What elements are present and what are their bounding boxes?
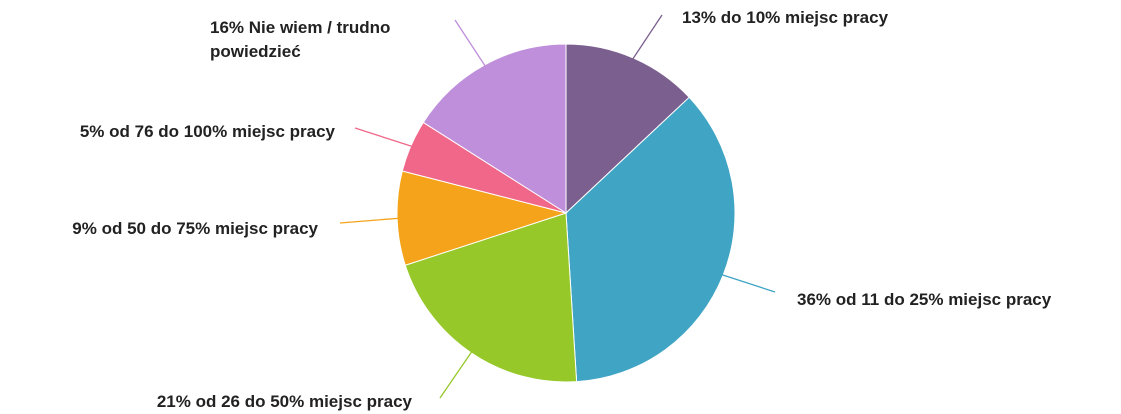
slice-label: 36% od 11 do 25% miejsc pracy bbox=[797, 288, 1051, 312]
category-label: od 26 do 50% miejsc pracy bbox=[195, 392, 412, 411]
value-label: 21% bbox=[156, 392, 191, 411]
category-label: Nie wiem / trudno powiedzieć bbox=[210, 18, 391, 61]
value-label: 36% bbox=[797, 290, 832, 309]
slice-label: 21% od 26 do 50% miejsc pracy bbox=[157, 390, 412, 414]
category-label: od 50 do 75% miejsc pracy bbox=[101, 219, 318, 238]
category-label: od 76 do 100% miejsc pracy bbox=[109, 122, 335, 141]
slice-label: 13% do 10% miejsc pracy bbox=[682, 6, 888, 30]
value-label: 13% bbox=[682, 8, 717, 27]
category-label: do 10% miejsc pracy bbox=[720, 8, 889, 27]
value-label: 16% bbox=[210, 18, 245, 37]
slice-label: 5% od 76 do 100% miejsc pracy bbox=[80, 120, 335, 144]
leader-line bbox=[454, 19, 487, 68]
slice-label: 16% Nie wiem / trudno powiedzieć bbox=[210, 16, 450, 64]
leader-line bbox=[354, 127, 413, 148]
value-label: 5% bbox=[79, 122, 105, 141]
value-label: 9% bbox=[72, 219, 97, 238]
leader-line bbox=[631, 14, 663, 61]
leader-line bbox=[339, 217, 400, 224]
leader-line bbox=[439, 350, 473, 399]
slice-label: 9% od 50 do 75% miejsc pracy bbox=[72, 217, 318, 241]
category-label: od 11 do 25% miejsc pracy bbox=[835, 290, 1052, 309]
leader-line bbox=[721, 273, 776, 293]
